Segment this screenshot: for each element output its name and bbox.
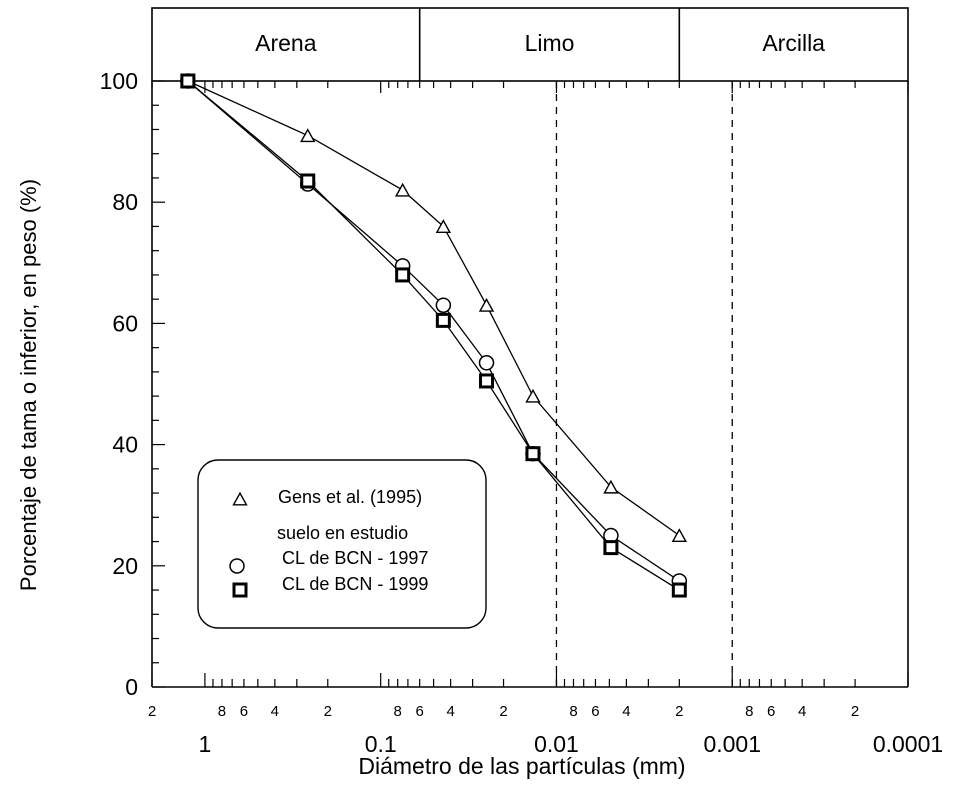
x-minor-tick-label: 2 bbox=[148, 703, 156, 720]
zone-label-limo: Limo bbox=[525, 30, 575, 56]
series-line-triangle bbox=[187, 80, 680, 537]
legend-subtitle: suelo en estudio bbox=[277, 523, 408, 543]
x-minor-tick-label: 2 bbox=[324, 703, 332, 720]
data-point-triangle bbox=[394, 182, 411, 197]
data-series bbox=[180, 73, 688, 598]
series-line-circle bbox=[187, 80, 680, 582]
legend: Gens et al. (1995) suelo en estudio CL de … bbox=[197, 459, 487, 629]
x-minor-tick-label: 4 bbox=[798, 703, 806, 720]
classification-band-frame bbox=[151, 7, 909, 82]
x-minor-tick-label: 6 bbox=[767, 703, 775, 720]
x-minor-tick-label: 2 bbox=[499, 703, 507, 720]
x-tick-label: 0.001 bbox=[703, 731, 761, 757]
x-minor-tick-label: 8 bbox=[745, 703, 753, 720]
x-minor-tick-label: 6 bbox=[591, 703, 599, 720]
x-tick-label: 0.01 bbox=[534, 731, 579, 757]
x-minor-tick-label: 6 bbox=[240, 703, 248, 720]
y-tick-label: 20 bbox=[112, 553, 138, 579]
y-tick-label: 100 bbox=[100, 68, 138, 94]
data-point-square bbox=[435, 312, 451, 328]
x-minor-tick-label: 4 bbox=[446, 703, 454, 720]
data-point-square bbox=[395, 267, 411, 283]
x-minor-tick-label: 6 bbox=[416, 703, 424, 720]
series-square bbox=[180, 73, 687, 598]
data-point-square bbox=[479, 373, 495, 389]
series-triangle bbox=[180, 73, 688, 543]
y-axis-title: Porcentaje de tama o inferior, en peso (… bbox=[16, 179, 41, 591]
legend-circle-marker bbox=[229, 558, 245, 574]
soil-classification-band: Arena Limo Arcilla bbox=[151, 7, 909, 82]
y-tick-label: 80 bbox=[112, 189, 138, 215]
data-point-triangle bbox=[671, 528, 688, 543]
x-minor-tick-label: 4 bbox=[622, 703, 630, 720]
data-point-triangle bbox=[478, 297, 495, 312]
y-tick-label: 0 bbox=[125, 674, 138, 700]
y-tick-label: 40 bbox=[112, 432, 138, 458]
axes bbox=[151, 81, 909, 688]
x-minor-tick-label: 8 bbox=[394, 703, 402, 720]
data-point-square bbox=[603, 540, 619, 556]
x-tick-label: 1 bbox=[199, 731, 212, 757]
legend-square-marker bbox=[232, 582, 248, 598]
data-point-triangle bbox=[525, 388, 541, 403]
data-point-triangle bbox=[300, 128, 316, 143]
data-point-square bbox=[180, 73, 196, 89]
x-minor-tick-label: 2 bbox=[851, 703, 859, 720]
legend-box bbox=[197, 459, 487, 629]
x-minor-tick-label: 4 bbox=[271, 703, 279, 720]
zone-label-arena: Arena bbox=[255, 30, 317, 56]
series-line-square bbox=[187, 80, 680, 591]
data-point-circle bbox=[478, 355, 495, 371]
x-minor-tick-label: 8 bbox=[569, 703, 577, 720]
x-minor-tick-label: 2 bbox=[675, 703, 683, 720]
data-point-circle bbox=[435, 297, 452, 313]
data-point-square bbox=[300, 173, 316, 189]
legend-entry-label: CL de BCN - 1997 bbox=[282, 548, 428, 568]
x-tick-label: 0.1 bbox=[365, 731, 397, 757]
legend-entry-label: Gens et al. (1995) bbox=[278, 487, 422, 507]
reference-lines bbox=[555, 81, 733, 687]
data-point-square bbox=[525, 446, 541, 462]
zone-label-arcilla: Arcilla bbox=[762, 30, 825, 56]
y-tick-label: 60 bbox=[112, 310, 138, 336]
x-tick-label: 0.0001 bbox=[873, 731, 943, 757]
data-point-triangle bbox=[603, 479, 619, 494]
x-minor-tick-label: 8 bbox=[218, 703, 226, 720]
data-point-triangle bbox=[435, 219, 452, 233]
y-axis-ticks: 0 20 40 60 80 100 bbox=[100, 68, 165, 700]
data-point-square bbox=[671, 582, 687, 598]
x-axis-title: Diámetro de las partículas (mm) bbox=[358, 753, 685, 779]
legend-entry-label: CL de BCN - 1999 bbox=[282, 574, 428, 594]
legend-triangle-marker bbox=[232, 491, 248, 506]
